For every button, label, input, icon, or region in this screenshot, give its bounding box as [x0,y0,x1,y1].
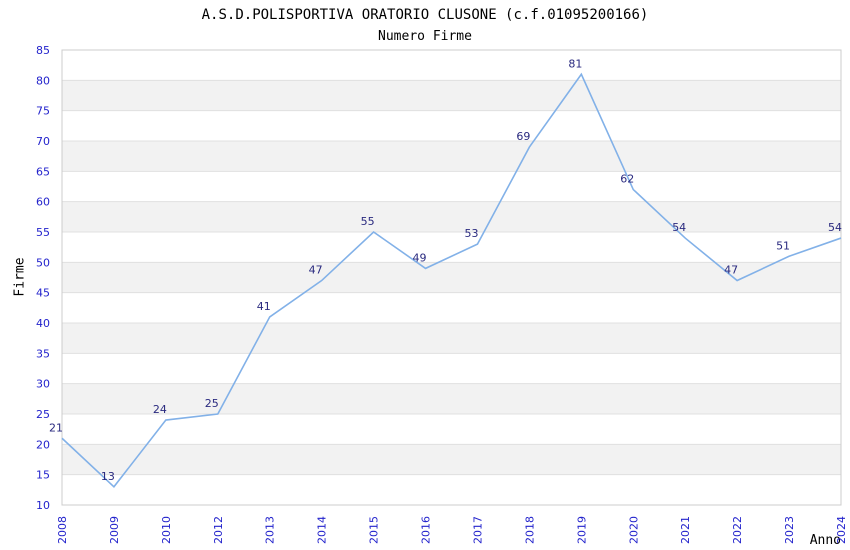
data-label: 62 [620,173,634,186]
y-tick-label: 30 [36,378,50,391]
x-tick-label: 2014 [316,516,329,544]
grid-band [62,323,841,354]
data-label: 54 [828,221,842,234]
data-label: 41 [257,300,271,313]
data-label: 53 [464,227,478,240]
x-tick-label: 2022 [731,516,744,544]
x-tick-label: 2012 [212,516,225,544]
grid-band [62,444,841,475]
chart-title: A.S.D.POLISPORTIVA ORATORIO CLUSONE (c.f… [201,7,649,23]
y-tick-label: 45 [36,287,50,300]
x-tick-label: 2015 [368,516,381,544]
y-tick-label: 35 [36,347,50,360]
data-label: 47 [309,264,323,277]
x-axis-title: Anno [809,533,841,548]
y-tick-label: 85 [36,44,50,57]
grid-band [62,141,841,172]
x-tick-label: 2024 [835,516,848,544]
x-tick-label: 2009 [108,516,121,544]
y-tick-label: 65 [36,165,50,178]
x-tick-label: 2018 [523,516,536,544]
data-label: 13 [101,470,115,483]
chart-subtitle: Numero Firme [378,29,472,44]
data-label: 54 [672,221,686,234]
plot-border [61,49,842,506]
y-tick-label: 75 [36,105,50,118]
y-tick-label: 10 [36,499,50,512]
x-tick-label: 2008 [56,516,69,544]
y-tick-label: 70 [36,135,50,148]
data-label: 49 [413,251,427,264]
y-tick-label: 20 [36,438,50,451]
grid-band [62,383,841,414]
data-label: 55 [361,215,375,228]
y-tick-label: 55 [36,226,50,239]
x-tick-label: 2019 [575,516,588,544]
data-label: 51 [776,239,790,252]
grid-band [62,80,841,111]
y-tick-label: 80 [36,74,50,87]
x-tick-label: 2023 [783,516,796,544]
data-label: 25 [205,397,219,410]
y-tick-label: 60 [36,196,50,209]
y-tick-label: 25 [36,408,50,421]
x-tick-label: 2021 [679,516,692,544]
x-tick-label: 2016 [420,516,433,544]
data-label: 69 [516,130,530,143]
data-label: 24 [153,403,167,416]
grid-band [62,262,841,293]
y-tick-label: 15 [36,469,50,482]
data-label: 81 [568,57,582,70]
grid-band [62,201,841,232]
series-line [61,72,842,488]
data-label: 21 [49,421,63,434]
x-tick-label: 2017 [471,516,484,544]
data-label: 47 [724,264,738,277]
x-tick-label: 2013 [264,516,277,544]
y-tick-label: 50 [36,256,50,269]
y-tick-label: 40 [36,317,50,330]
x-tick-label: 2020 [627,516,640,544]
x-tick-label: 2010 [160,516,173,544]
